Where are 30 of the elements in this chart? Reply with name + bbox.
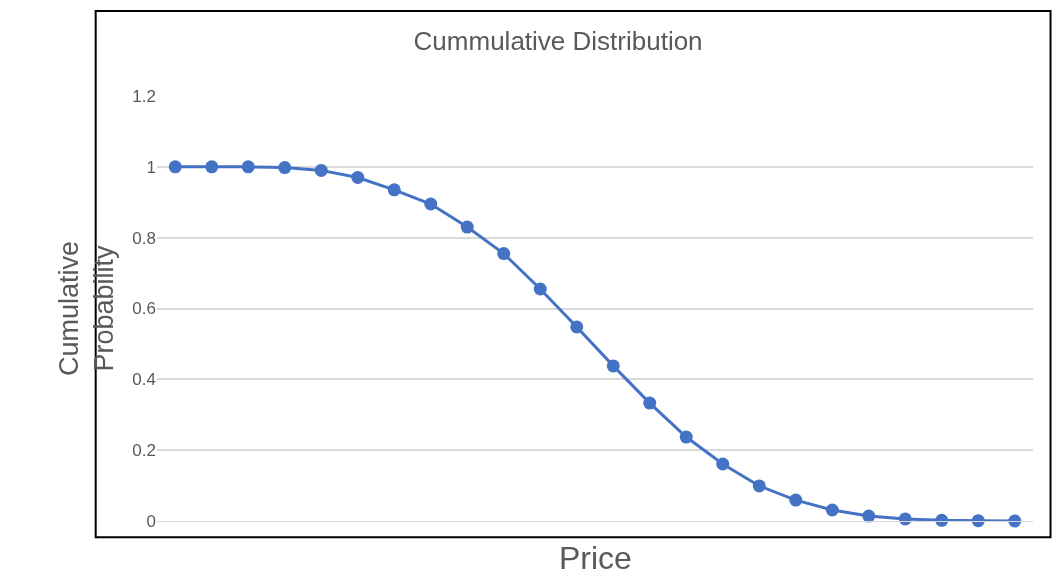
y-tick-label: 1.2 — [132, 86, 156, 106]
point — [314, 163, 328, 177]
y-tick-label: 0.2 — [132, 441, 156, 461]
point — [278, 161, 292, 175]
point — [168, 160, 182, 174]
point — [497, 247, 511, 261]
point — [752, 479, 766, 493]
chart-title: Cummulative Distribution — [413, 25, 703, 56]
y-tick-label: 0.6 — [132, 299, 156, 319]
point — [643, 396, 657, 410]
y-tick-label: 0.4 — [132, 370, 156, 390]
y-tick-label: 0.8 — [132, 228, 156, 248]
point — [825, 503, 839, 517]
y-tick-label: 1 — [146, 157, 156, 177]
point — [205, 160, 219, 174]
point — [351, 170, 365, 184]
point — [424, 197, 438, 211]
y-axis-title: Cumulative Probability — [54, 240, 120, 377]
point — [789, 493, 803, 507]
point — [679, 430, 693, 444]
y-tick-label: 0 — [146, 511, 156, 531]
point — [606, 359, 620, 373]
point — [533, 282, 547, 296]
point — [387, 183, 401, 197]
point — [460, 220, 474, 234]
point — [862, 509, 876, 523]
point — [716, 457, 730, 471]
point — [241, 160, 255, 174]
x-axis-title: Price — [559, 540, 632, 576]
point — [570, 320, 584, 334]
